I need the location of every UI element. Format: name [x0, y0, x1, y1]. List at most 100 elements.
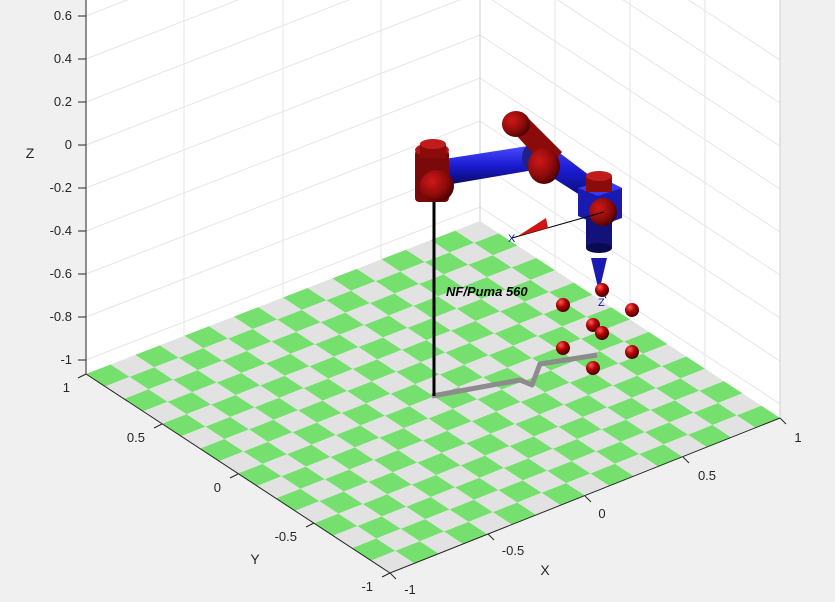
floor-tile: [129, 367, 174, 390]
floor-tile: [474, 233, 518, 256]
floor-tile: [273, 410, 318, 433]
floor-tile: [455, 221, 499, 243]
floor-tile: [436, 465, 480, 488]
floor-tile: [167, 392, 212, 415]
floor-tile: [601, 419, 645, 442]
floor-tile: [509, 436, 553, 459]
y-tick: -0.5: [275, 529, 297, 544]
floor-tile: [339, 325, 384, 347]
floor-tile: [343, 481, 388, 504]
floor-tile: [351, 281, 395, 304]
floor-tile: [612, 375, 657, 398]
target-sphere: [625, 345, 639, 359]
floor-tile: [300, 479, 344, 502]
floor-tile: [594, 363, 638, 386]
floor-tile: [530, 270, 574, 293]
floor-tile: [449, 242, 493, 265]
floor-tile: [262, 454, 306, 477]
floor-tile: [228, 329, 272, 351]
floor-tile: [303, 378, 348, 401]
floor-tile: [447, 421, 491, 444]
floor-tile: [216, 372, 261, 395]
floor-tile: [513, 336, 557, 358]
z-tick: 0.2: [54, 94, 72, 109]
floor-tile: [571, 451, 615, 474]
target-sphere: [586, 361, 600, 375]
floor-tile: [520, 392, 564, 415]
floor-tile: [422, 430, 467, 453]
floor-tile: [409, 396, 453, 419]
floor-tile: [443, 264, 488, 287]
floor-tile: [577, 429, 621, 452]
floor-tile: [637, 366, 681, 389]
floor-tile: [406, 240, 450, 263]
target-sphere: [595, 283, 609, 297]
floor-tile: [552, 439, 597, 462]
floor-tile: [354, 437, 399, 460]
floor-tile: [311, 435, 355, 458]
end-effector-cone: [591, 258, 607, 292]
floor-tile: [468, 255, 512, 278]
floor-tile: [452, 399, 497, 422]
floor-tile: [693, 403, 737, 426]
floor-tile: [644, 422, 689, 445]
x-tick: 0: [598, 506, 605, 521]
floor-tile: [296, 322, 340, 345]
floor-tile: [528, 448, 572, 471]
floor-tile: [197, 360, 242, 383]
z-tick: -1: [60, 352, 72, 367]
floor-tile: [328, 368, 372, 391]
floor-tile: [347, 381, 391, 404]
floor-tile: [669, 412, 713, 435]
floor-tile: [471, 411, 516, 434]
floor-tile: [326, 290, 370, 313]
floor-tile: [396, 362, 440, 385]
floor-tile: [192, 382, 236, 405]
floor-tile: [357, 516, 401, 539]
floor-tile: [392, 462, 437, 485]
floor-tile: [252, 319, 297, 342]
floor-tile: [279, 388, 323, 411]
y-axis: 1 0.5 0 -0.5 -1 Y: [63, 373, 391, 594]
y-axis-label: Y: [250, 551, 260, 567]
z-axis-label: Z: [26, 145, 35, 161]
x-tick: -0.5: [502, 543, 524, 558]
floor-tile: [375, 271, 420, 294]
floor-tile: [283, 287, 327, 310]
floor-tile: [424, 252, 469, 275]
floor-tile: [620, 432, 664, 455]
target-sphere: [556, 341, 570, 355]
floor-tile: [377, 349, 421, 372]
floor-tile: [320, 312, 365, 335]
floor-tile: [445, 342, 489, 365]
floor-tile: [474, 490, 518, 513]
floor-tile: [596, 441, 640, 464]
floor-tile: [581, 329, 625, 352]
robot-arm[interactable]: [415, 111, 622, 292]
y-tick: 1: [63, 380, 70, 395]
floor-tile: [477, 389, 521, 412]
floor-tile: [550, 360, 595, 383]
checkerboard-floor: [86, 221, 780, 573]
floor-tile: [618, 353, 662, 376]
y-tick: -1: [361, 579, 373, 594]
triad-z-label: Z: [598, 297, 605, 309]
floor-tile: [222, 350, 266, 373]
floor-tile: [233, 307, 278, 330]
floor-tile: [605, 319, 649, 342]
floor-tile: [460, 455, 504, 478]
floor-tile: [322, 390, 367, 413]
z-axis: 0.6 0.4 0.2 0 -0.2 -0.4 -0.6 -0.8 -1 Z: [26, 8, 86, 367]
floor-tile: [184, 326, 229, 349]
target-sphere: [595, 326, 609, 340]
floor-tile: [307, 278, 352, 301]
floor-tile: [400, 519, 445, 542]
floor-tile: [407, 318, 452, 341]
floor-tile: [362, 494, 407, 517]
floor-tile: [643, 344, 687, 367]
floor-tile: [631, 388, 675, 411]
floor-tile: [588, 385, 632, 408]
floor-tile: [159, 335, 204, 358]
axis-lines: [85, 0, 781, 574]
